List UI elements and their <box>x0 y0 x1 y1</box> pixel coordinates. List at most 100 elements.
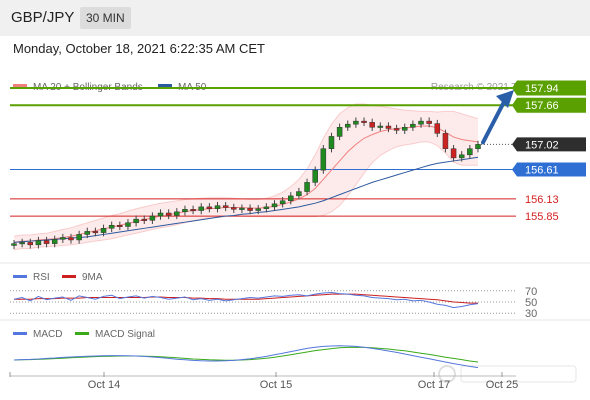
up-right-arrow-icon <box>496 90 514 109</box>
rsi-line <box>13 291 479 309</box>
macd-panel: MACD MACD Signal <box>13 329 577 383</box>
candle <box>214 205 221 209</box>
candle <box>263 206 270 209</box>
level-label-0: 157.94 <box>525 83 559 95</box>
level-label-4: 156.13 <box>525 194 559 206</box>
candle <box>141 218 147 221</box>
x-tick-label: Oct 25 <box>486 379 518 391</box>
macd-line <box>13 345 479 369</box>
level-label-2: 157.02 <box>525 139 559 151</box>
candle <box>222 205 229 208</box>
candle <box>27 242 34 246</box>
rsi-legend-swatch-0 <box>13 275 27 278</box>
candle <box>353 120 359 125</box>
candle <box>108 225 115 229</box>
interval-button[interactable]: 30 MIN <box>80 7 131 29</box>
candle <box>336 127 343 137</box>
level-label-1: 157.66 <box>525 100 559 112</box>
candle <box>426 120 432 124</box>
candle <box>157 212 164 217</box>
candle <box>296 191 302 197</box>
candle <box>410 123 416 128</box>
candle <box>271 203 278 208</box>
price-panel: MA 20 + Bollinger BandsMA 50Research © 2… <box>0 80 590 264</box>
candle <box>60 237 66 240</box>
rsi-level-label-2: 30 <box>525 308 537 320</box>
macd-signal-line <box>13 346 479 363</box>
candle <box>385 125 392 129</box>
candle <box>279 200 286 205</box>
candle <box>450 148 457 159</box>
candle <box>361 120 367 123</box>
candle <box>304 182 310 192</box>
rsi-legend-swatch-1 <box>62 275 76 278</box>
ma20-line <box>13 125 479 243</box>
candle <box>434 123 441 134</box>
candle <box>125 222 131 227</box>
candle <box>475 144 481 149</box>
fxstreet-logo-icon <box>438 365 577 383</box>
ma50-line <box>13 156 479 243</box>
x-tick-label: Oct 15 <box>260 379 292 391</box>
candle <box>117 225 123 227</box>
level-label-3: 156.61 <box>525 165 559 177</box>
candle <box>320 148 327 171</box>
candle <box>35 240 42 246</box>
macd-legend-label-0: MACD <box>33 329 62 340</box>
candle <box>467 148 473 156</box>
candle <box>442 133 449 149</box>
candle <box>51 239 58 244</box>
candle <box>11 243 17 246</box>
candle <box>149 215 156 221</box>
level-label-5: 155.85 <box>525 211 559 223</box>
candle <box>190 209 196 212</box>
candle <box>255 208 261 211</box>
candle <box>198 206 204 211</box>
top-bar: GBP/JPY 30 MIN <box>0 0 590 36</box>
candle <box>418 120 424 125</box>
last-price-tag <box>512 137 586 152</box>
candle <box>174 211 180 216</box>
macd-legend-label-1: MACD Signal <box>95 329 155 340</box>
candle <box>458 154 465 159</box>
rsi-legend-label-1: 9MA <box>82 272 103 283</box>
pivot-tag-3 <box>512 162 586 177</box>
macd-legend-swatch-1 <box>75 332 89 335</box>
candle <box>231 207 237 210</box>
candle <box>393 128 400 131</box>
candle <box>369 122 375 128</box>
datetime-label: Monday, October 18, 2021 6:22:35 AM CET <box>13 41 265 56</box>
resistance-tag-0 <box>512 80 586 96</box>
candle <box>288 195 294 202</box>
candle <box>312 169 318 183</box>
rsi-ma-line <box>14 293 478 304</box>
candle <box>345 123 351 128</box>
rsi-level-label-0: 70 <box>525 286 537 298</box>
candle <box>247 207 253 211</box>
x-tick-label: Oct 17 <box>418 379 450 391</box>
candle <box>328 136 335 149</box>
candle <box>206 206 213 209</box>
x-axis: Oct 14 Oct 15 Oct 17 Oct 25 <box>9 372 518 391</box>
candle <box>377 125 384 128</box>
x-tick-label: Oct 14 <box>88 379 120 391</box>
candle <box>401 127 408 131</box>
rsi-level-label-1: 50 <box>525 297 537 309</box>
symbol-title: GBP/JPY <box>11 9 75 26</box>
candle <box>19 242 25 245</box>
legend-swatch-0 <box>13 84 27 87</box>
legend-swatch-1 <box>158 84 172 87</box>
forecast-arrow-shaft <box>481 98 507 145</box>
candle <box>92 231 99 234</box>
candle <box>182 209 188 213</box>
candle <box>100 228 107 233</box>
candle <box>68 237 74 241</box>
candle <box>165 212 172 216</box>
macd-legend-swatch-0 <box>13 332 27 335</box>
resistance-tag-1 <box>512 97 586 113</box>
candle <box>84 231 91 235</box>
candle <box>43 240 50 244</box>
candle <box>133 218 139 224</box>
